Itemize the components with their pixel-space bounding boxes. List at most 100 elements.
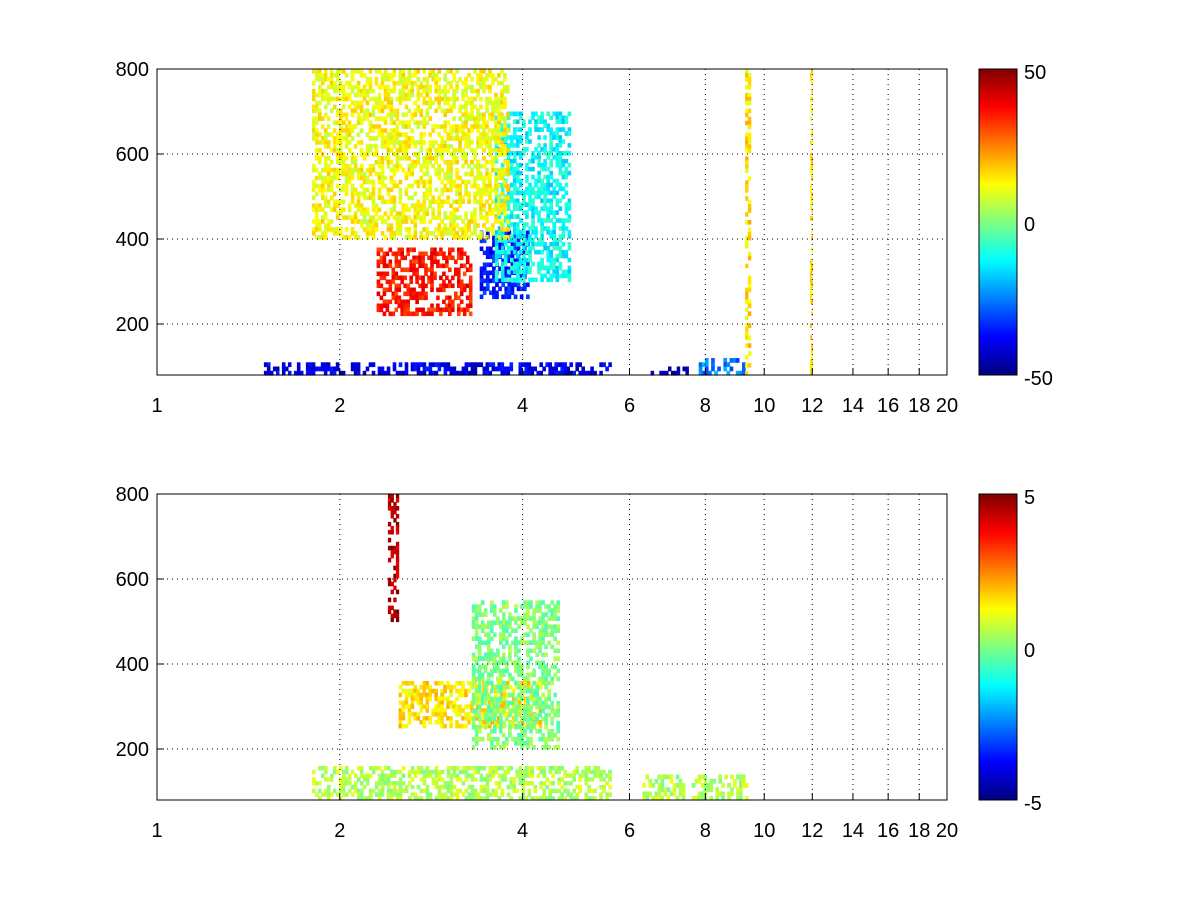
heatmap-cell: [516, 119, 520, 124]
heatmap-cell: [341, 69, 346, 74]
heatmap-cell: [747, 275, 752, 281]
heatmap-cell: [541, 664, 545, 670]
heatmap-cell: [350, 784, 355, 790]
heatmap-cell: [511, 692, 515, 698]
heatmap-cell: [404, 175, 409, 181]
heatmap-cell: [311, 370, 316, 376]
heatmap-cell: [519, 277, 523, 283]
heatmap-cell: [398, 132, 403, 137]
heatmap-cell: [431, 140, 435, 145]
heatmap-cell: [422, 781, 427, 786]
heatmap-cell: [491, 156, 495, 161]
heatmap-cell: [522, 198, 526, 204]
heatmap-cell: [526, 640, 530, 646]
heatmap-cell: [359, 781, 364, 786]
heatmap-cell: [505, 736, 509, 742]
heatmap-cell: [519, 294, 524, 300]
heatmap-cell: [380, 792, 385, 797]
heatmap-cell: [520, 724, 524, 730]
heatmap-cell: [434, 766, 439, 771]
heatmap-cell: [312, 777, 316, 782]
heatmap-cell: [359, 128, 364, 133]
heatmap-cell: [398, 712, 403, 717]
heatmap-cell: [711, 366, 715, 372]
heatmap-cell: [747, 84, 752, 90]
heatmap-cell: [443, 696, 447, 702]
heatmap-cell: [662, 370, 666, 376]
heatmap-cell: [555, 218, 560, 223]
x-tick-label: 6: [624, 395, 635, 417]
heatmap-cell: [368, 231, 373, 236]
heatmap-cell: [479, 708, 483, 713]
heatmap-cell: [500, 186, 505, 192]
heatmap-cell: [703, 774, 708, 780]
heatmap-cell: [497, 152, 501, 157]
heatmap-cell: [347, 781, 352, 786]
heatmap-cell: [537, 190, 541, 196]
heatmap-cell: [535, 652, 539, 658]
heatmap-cell: [511, 640, 515, 646]
heatmap-cell: [389, 773, 394, 778]
x-tick-label: 12: [801, 395, 823, 417]
heatmap-cell: [371, 112, 376, 118]
heatmap-cell: [520, 741, 524, 746]
heatmap-cell: [546, 230, 550, 235]
heatmap-cell: [350, 769, 355, 775]
heatmap-cell: [544, 676, 548, 682]
heatmap-cell: [666, 774, 671, 780]
heatmap-cell: [395, 589, 400, 595]
heatmap-cell: [483, 724, 488, 730]
heatmap-cell: [430, 275, 434, 281]
heatmap-cell: [468, 267, 473, 273]
heatmap-cell: [526, 664, 530, 670]
heatmap-cell: [494, 124, 498, 129]
heatmap-cell: [557, 796, 561, 801]
heatmap-cell: [401, 716, 406, 721]
heatmap-cell: [353, 215, 358, 220]
heatmap-cell: [544, 741, 548, 746]
heatmap-cell: [513, 202, 517, 207]
heatmap-cell: [389, 116, 394, 121]
heatmap-cell: [599, 777, 603, 782]
heatmap-cell: [499, 696, 503, 702]
heatmap-cell: [500, 219, 504, 224]
heatmap-cell: [434, 688, 438, 694]
heatmap-cell: [564, 202, 569, 207]
heatmap-cell: [461, 781, 466, 786]
heatmap-cell: [523, 620, 527, 625]
heatmap-cell: [430, 279, 434, 285]
heatmap-cell: [599, 769, 603, 775]
heatmap-cell: [509, 777, 514, 782]
heatmap-cell: [496, 700, 500, 706]
heatmap-cell: [506, 769, 511, 775]
heatmap-cell: [500, 171, 504, 177]
heatmap-cell: [400, 255, 404, 261]
heatmap-cell: [392, 84, 397, 90]
heatmap-cell: [318, 223, 322, 228]
heatmap-cell: [470, 231, 474, 236]
heatmap-cell: [377, 159, 382, 165]
heatmap-cell: [362, 211, 367, 216]
heatmap-cell: [344, 80, 349, 86]
heatmap-cell: [371, 152, 376, 157]
heatmap-cell: [747, 220, 752, 225]
heatmap-cell: [368, 148, 373, 153]
heatmap-cell: [449, 124, 453, 129]
heatmap-cell: [401, 132, 406, 137]
heatmap-cell: [506, 187, 510, 193]
heatmap-cell: [335, 227, 340, 232]
heatmap-cell: [389, 167, 394, 173]
heatmap-cell: [500, 112, 504, 118]
heatmap-cell: [659, 370, 663, 376]
heatmap-cell: [344, 769, 349, 775]
heatmap-cell: [454, 291, 458, 297]
heatmap-cell: [499, 608, 503, 613]
heatmap-cell: [510, 282, 515, 288]
heatmap-cell: [494, 198, 499, 204]
heatmap-cell: [555, 115, 560, 121]
heatmap-cell: [490, 604, 494, 609]
heatmap-cell: [547, 624, 551, 629]
heatmap-cell: [353, 84, 358, 90]
heatmap-cell: [575, 362, 579, 368]
heatmap-cell: [476, 92, 480, 98]
